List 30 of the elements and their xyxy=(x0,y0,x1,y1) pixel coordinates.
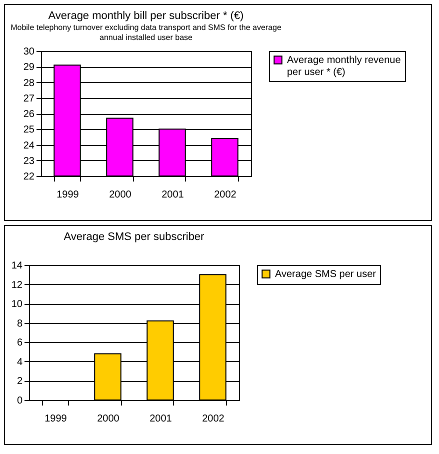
y-tick-label: 23 xyxy=(23,156,35,167)
y-tick-label: 4 xyxy=(16,356,23,368)
y-tick-label: 27 xyxy=(23,93,35,104)
y-tick-label: 6 xyxy=(16,338,23,349)
y-tick-label: 10 xyxy=(11,299,23,310)
y-tick-label: 29 xyxy=(23,62,35,74)
x-tick-label: 1999 xyxy=(56,190,80,200)
x-tick-label: 1999 xyxy=(44,414,68,424)
chart-title: Average SMS per subscriber xyxy=(64,231,205,243)
y-tick-label: 2 xyxy=(16,376,23,388)
legend-label: Average monthly revenue per user * (€) xyxy=(287,55,402,78)
x-tick-label: 2000 xyxy=(109,190,132,200)
y-tick-label: 0 xyxy=(16,396,23,406)
x-tick-label: 2001 xyxy=(162,190,184,200)
y-tick-label: 24 xyxy=(23,140,35,152)
y-tick-label: 22 xyxy=(23,172,35,182)
y-tick-label: 14 xyxy=(11,260,23,272)
y-tick-label: 12 xyxy=(11,280,23,291)
x-tick-label: 2001 xyxy=(150,414,172,424)
legend-label: Average SMS per user xyxy=(275,269,377,280)
y-tick-label: 30 xyxy=(23,46,35,58)
y-tick-label: 25 xyxy=(23,124,35,136)
x-tick-label: 2000 xyxy=(97,414,120,424)
chart-subtitle: Mobile telephony turnover excluding data transport and SMS for the average annual installed user base xyxy=(10,23,282,42)
y-tick-label: 26 xyxy=(23,109,35,120)
x-tick-label: 2002 xyxy=(202,414,225,424)
chart-title: Average monthly bill per subscriber * (€) xyxy=(48,10,244,22)
x-tick-label: 2002 xyxy=(214,190,237,200)
y-tick-label: 28 xyxy=(23,78,35,89)
y-tick-label: 8 xyxy=(16,318,23,330)
